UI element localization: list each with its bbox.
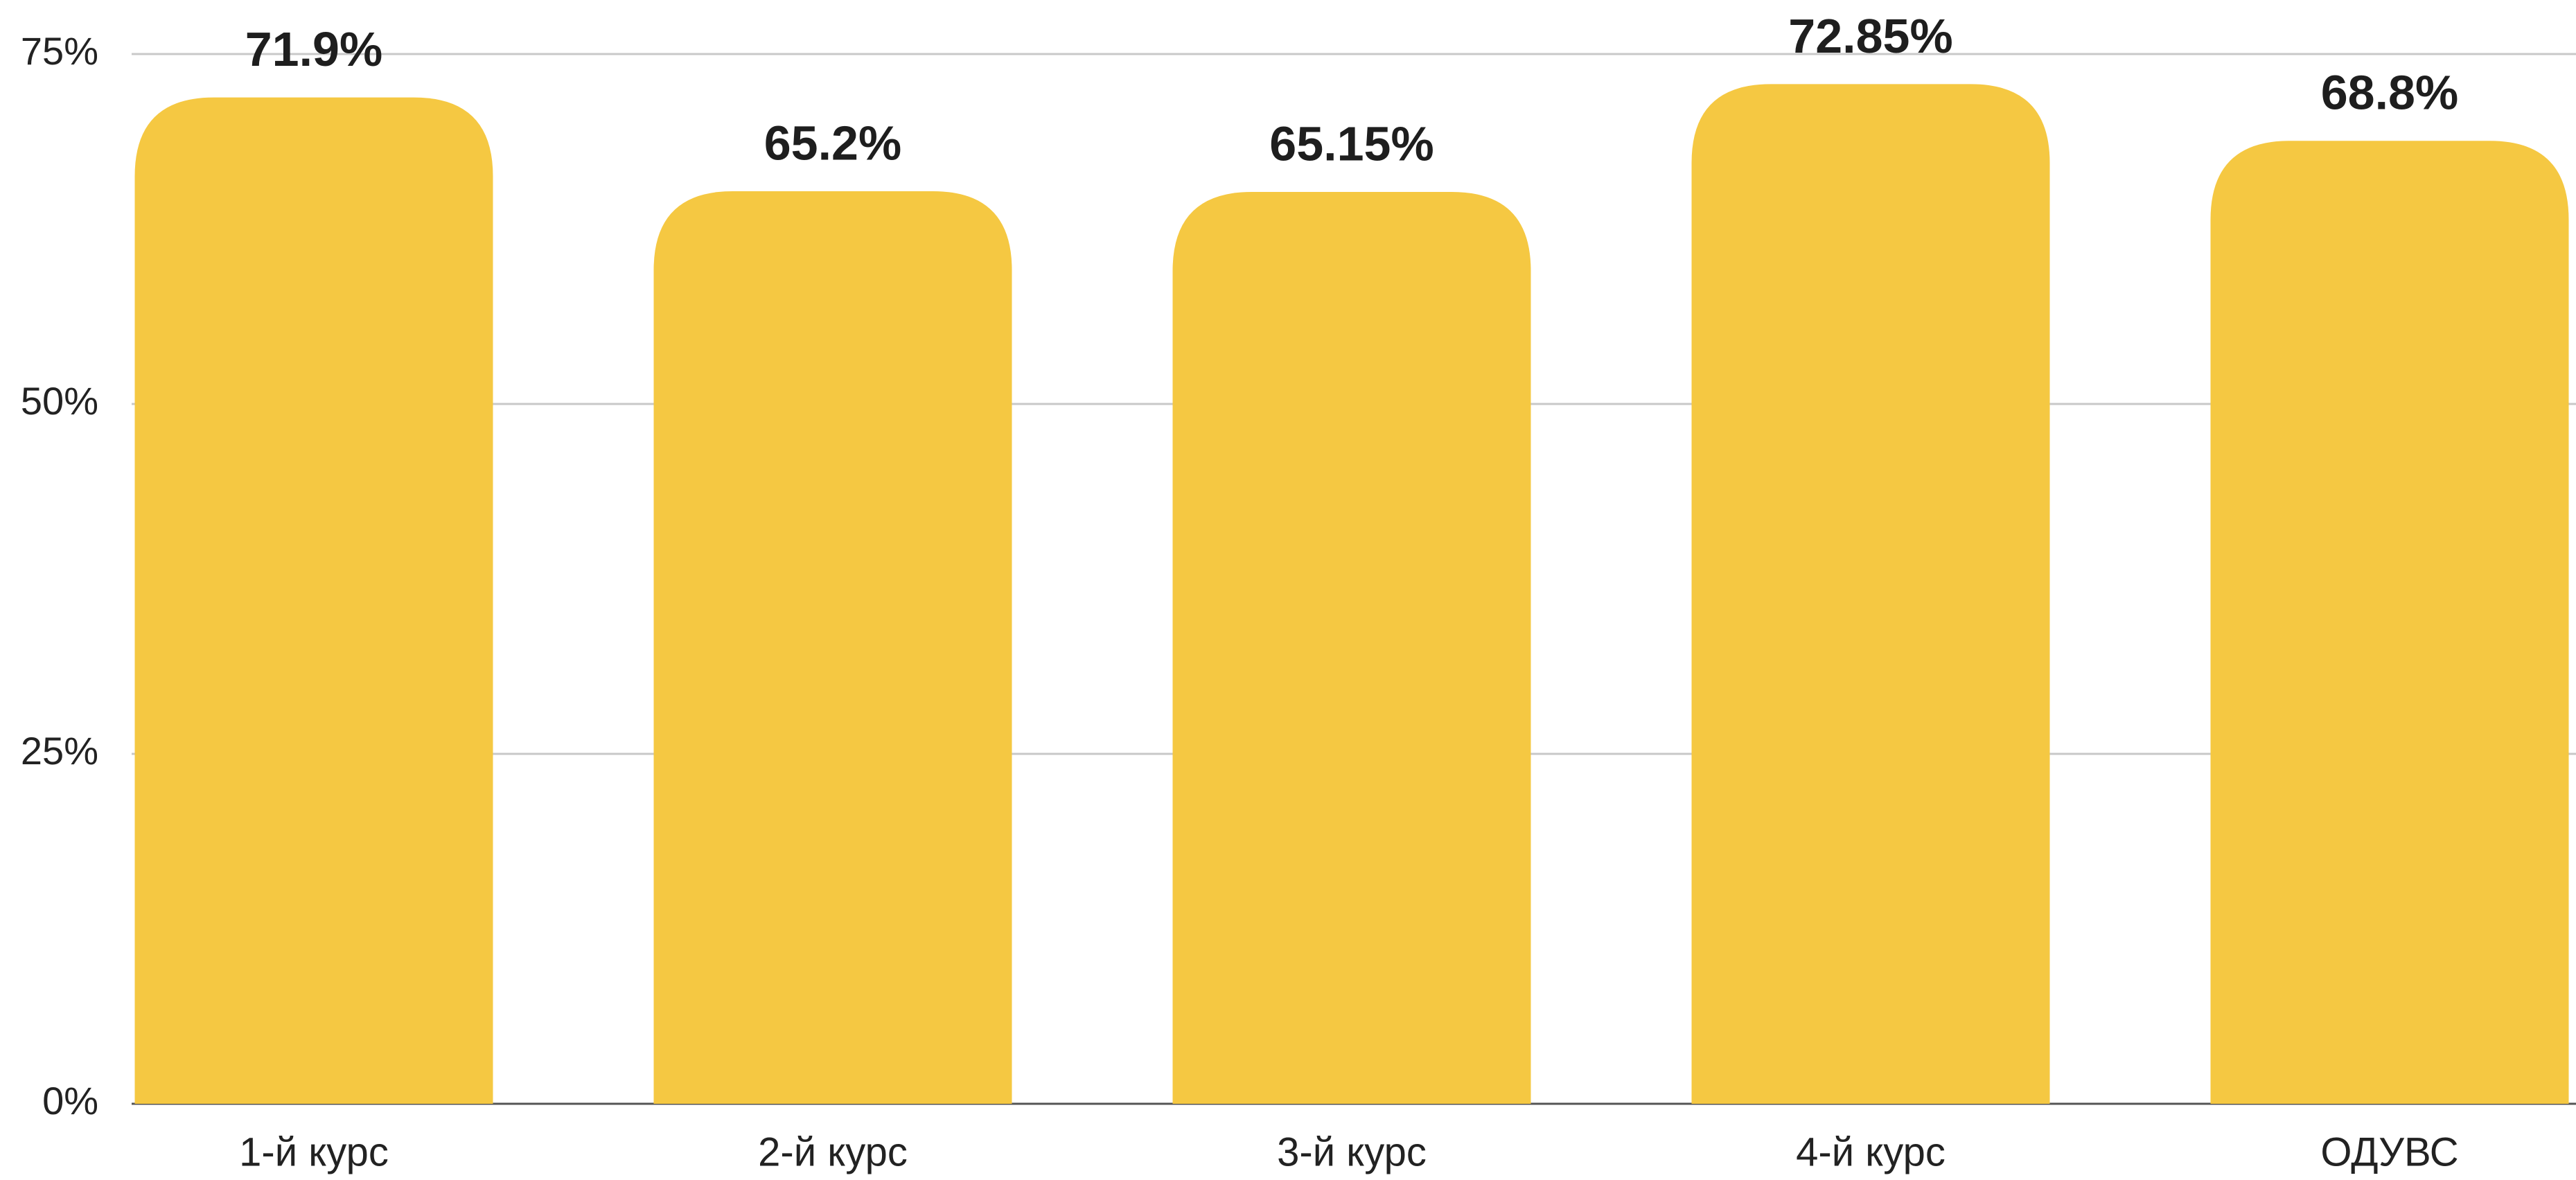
y-tick-label: 0% [42, 1079, 98, 1122]
value-label: 71.9% [245, 22, 382, 76]
y-tick-label: 25% [21, 729, 98, 773]
value-label: 65.2% [764, 116, 901, 170]
y-tick-label: 75% [21, 29, 98, 73]
bar [1172, 191, 1531, 1104]
value-label: 65.15% [1269, 116, 1433, 170]
value-label: 72.85% [1788, 9, 1952, 63]
bar [653, 191, 1012, 1104]
x-tick-label: 2-й курс [758, 1129, 908, 1174]
x-tick-label: ОДУВС [2320, 1129, 2458, 1174]
x-tick-label: 1-й курс [239, 1129, 389, 1174]
x-tick-label: 4-й курс [1796, 1129, 1946, 1174]
value-label: 68.8% [2321, 66, 2458, 120]
x-tick-label: 3-й курс [1277, 1129, 1427, 1174]
y-tick-label: 50% [21, 379, 98, 423]
bar [1691, 84, 2050, 1104]
bar [2210, 141, 2569, 1104]
bar [134, 97, 493, 1104]
